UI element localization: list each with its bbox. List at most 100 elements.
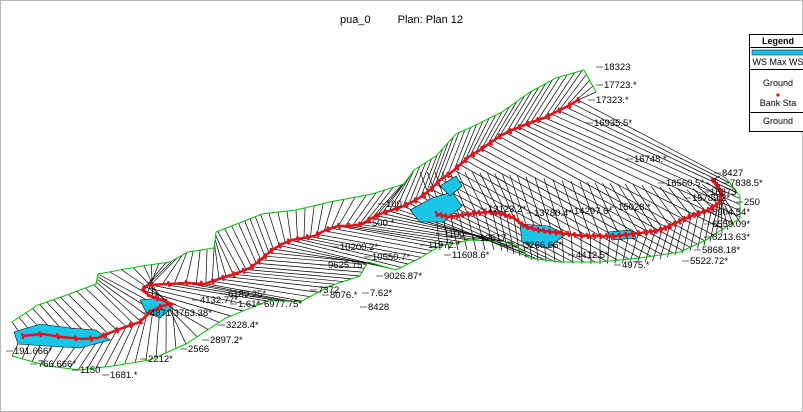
- bank-station-marker: [437, 182, 441, 186]
- bank-station-marker: [385, 212, 388, 216]
- bank-station-marker: [677, 218, 681, 221]
- bank-station-marker: [518, 127, 522, 131]
- bank-station-marker: [650, 232, 653, 235]
- bank-station-marker: [719, 194, 722, 198]
- bank-station-marker: [490, 143, 493, 146]
- station-label: 7372: [318, 285, 339, 296]
- station-label: 6559.09*: [712, 219, 750, 230]
- bank-station-marker: [537, 230, 541, 234]
- bank-station-marker: [566, 230, 570, 234]
- bank-station-marker: [678, 221, 682, 225]
- bank-station-marker: [517, 221, 521, 225]
- bank-station-marker: [20, 332, 24, 336]
- bank-station-marker: [489, 139, 492, 143]
- bank-station-marker: [720, 198, 723, 202]
- bank-station-marker: [697, 210, 700, 213]
- station-label: 10550.7*: [372, 252, 410, 263]
- bank-station-marker: [503, 211, 506, 215]
- station-label: 12517: [480, 233, 506, 244]
- plot-title: pua_0 Plan: Plan 12: [0, 14, 803, 26]
- bank-station-marker: [464, 160, 468, 164]
- station-label: 7.62*: [370, 288, 392, 299]
- bank-station-marker: [553, 229, 557, 232]
- legend-title: Legend: [750, 35, 803, 48]
- bank-station-marker: [368, 220, 372, 223]
- bank-station-marker: [554, 232, 558, 236]
- bank-station-marker: [658, 226, 662, 230]
- station-label: 6213.63*: [712, 232, 750, 243]
- bank-station-marker: [423, 195, 427, 199]
- bank-station-marker: [484, 212, 487, 216]
- bank-station-marker: [586, 236, 590, 240]
- legend-sep-2: [750, 112, 803, 113]
- station-label: 9026.87*: [384, 271, 422, 282]
- bank-sta-dot-icon: [750, 91, 803, 99]
- bank-station-marker: [481, 149, 484, 152]
- station-label: 4871.3763.38*: [150, 308, 212, 319]
- station-label: 7838.5*: [730, 178, 763, 189]
- river-centerline: [21, 98, 579, 341]
- station-label: 3228.4*: [226, 320, 259, 331]
- station-label: 11972.*: [428, 240, 460, 251]
- bank-station-marker: [669, 226, 672, 230]
- bank-station-marker: [659, 230, 663, 234]
- bank-station-marker: [149, 313, 152, 316]
- water-surface-areas: [13, 175, 637, 349]
- bank-station-marker: [367, 216, 371, 220]
- bank-station-marker: [139, 318, 142, 321]
- cross-section-line: [85, 287, 127, 368]
- legend-item-water: [750, 49, 803, 69]
- bank-station-marker: [710, 204, 714, 208]
- bank-station-marker: [618, 236, 622, 239]
- bank-station-marker: [395, 209, 399, 212]
- bank-station-marker: [358, 221, 361, 224]
- bank-station-marker: [338, 226, 341, 230]
- bank-station-marker: [692, 211, 695, 215]
- bank-station-marker: [57, 336, 60, 340]
- station-label: 191.666*: [14, 346, 52, 357]
- bank-station-marker: [316, 234, 320, 238]
- bank-station-marker: [499, 136, 502, 140]
- station-label: 16935.5*: [594, 118, 632, 129]
- bank-station-marker: [498, 133, 501, 136]
- bank-station-marker: [520, 221, 524, 224]
- bank-station-marker: [376, 216, 379, 219]
- bank-station-marker: [547, 228, 551, 232]
- bank-station-marker: [74, 338, 78, 342]
- bank-station-marker: [580, 236, 584, 239]
- legend-sep-1: [750, 69, 803, 82]
- bank-station-marker: [721, 194, 725, 198]
- station-label: 9625.75*: [328, 260, 366, 271]
- bank-station-marker: [394, 205, 398, 209]
- bank-station-marker: [526, 227, 530, 230]
- bank-station-marker: [718, 202, 722, 206]
- bank-station-marker: [488, 208, 492, 212]
- bank-station-marker: [73, 335, 77, 338]
- station-label: 6977.75*: [264, 299, 302, 310]
- bank-station-marker: [483, 209, 486, 212]
- bank-station-marker: [478, 213, 482, 216]
- station-label: 2566: [188, 344, 209, 355]
- station-label: 1100: [444, 229, 464, 240]
- water-surface-patch: [409, 191, 463, 223]
- bank-station-marker: [258, 262, 261, 265]
- bank-station-marker: [296, 235, 299, 239]
- bank-station-marker: [221, 274, 224, 278]
- bank-station-marker: [436, 178, 440, 182]
- bank-station-marker: [630, 230, 634, 234]
- bank-station-marker: [447, 175, 450, 179]
- bank-station-marker: [525, 223, 529, 227]
- bank-station-marker: [212, 281, 215, 285]
- tributary-centerline: [435, 179, 724, 238]
- bank-station-marker: [631, 234, 635, 238]
- legend: Legend WS Max WS Ground Bank Sta Ground: [749, 34, 803, 132]
- bank-station-marker: [434, 210, 438, 214]
- bank-line-upper: [11, 69, 597, 323]
- legend-item-ground2-label: Ground: [762, 116, 794, 126]
- bank-station-marker: [269, 247, 273, 251]
- bank-station-marker: [143, 289, 146, 292]
- bank-station-marker: [472, 154, 476, 158]
- bank-station-marker: [446, 171, 449, 175]
- bank-station-marker: [543, 231, 546, 234]
- bank-station-marker: [471, 151, 475, 154]
